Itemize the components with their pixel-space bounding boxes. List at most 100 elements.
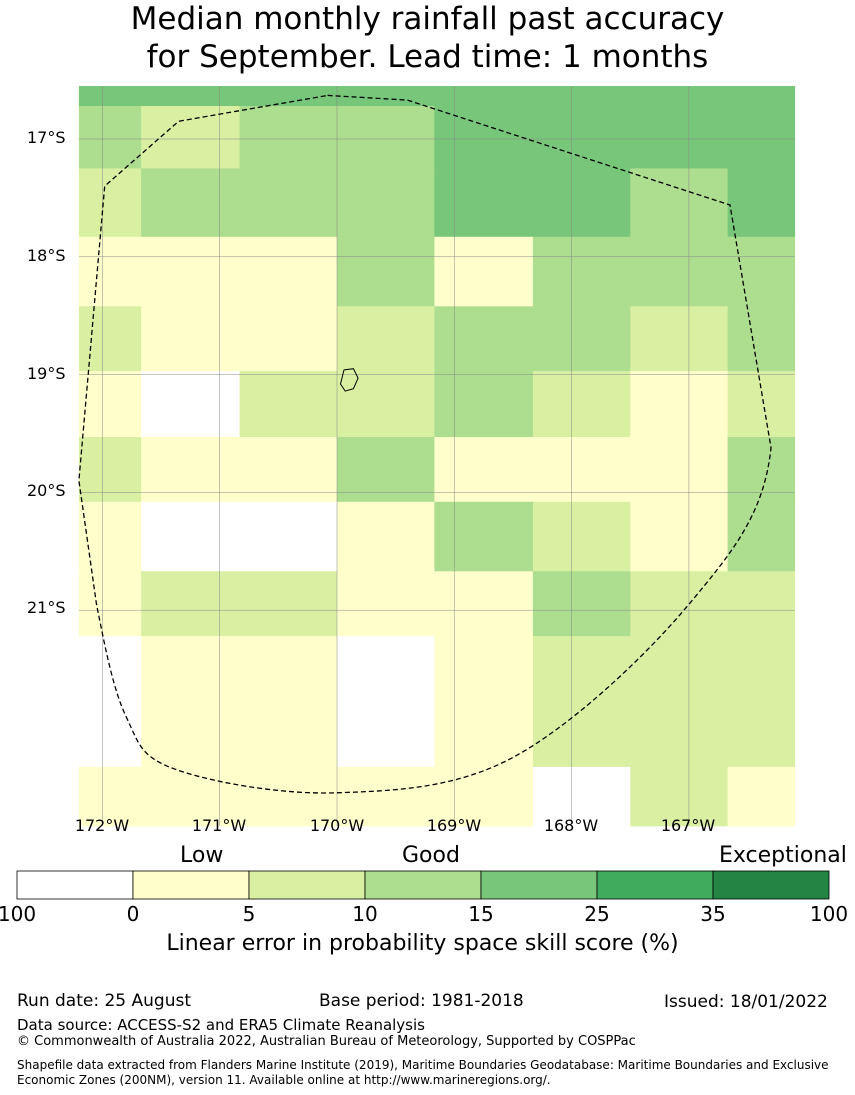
colorbar-tick: 100 (809, 902, 849, 926)
grid-cell (727, 437, 796, 503)
grid-cell (141, 236, 241, 307)
grid-cell (630, 766, 729, 827)
grid-cell (532, 371, 631, 438)
grid-cell (141, 86, 241, 107)
grid-cell (141, 306, 241, 372)
grid-cell (434, 766, 534, 827)
lat-label-21s: 21°S (27, 598, 66, 617)
grid-cell (337, 106, 435, 169)
grid-cell (141, 371, 241, 438)
grid-cell (239, 168, 338, 238)
grid-cell (337, 236, 435, 307)
grid-cell (78, 168, 142, 238)
grid-cell (141, 501, 241, 572)
grid-cell (727, 306, 796, 372)
colorbar-tick: 10 (352, 902, 378, 926)
lat-label-17s: 17°S (27, 128, 66, 147)
grid-cell (239, 306, 338, 372)
grid-cell (630, 571, 729, 637)
grid-cell (141, 106, 241, 169)
lon-label-167w: 167°W (660, 816, 716, 835)
grid-cell (532, 571, 631, 637)
colorbar-segment (16, 870, 134, 900)
grid-cell (78, 86, 142, 107)
colorbar (16, 870, 830, 900)
lon-label-170w: 170°W (309, 816, 365, 835)
grid-cell (532, 306, 631, 372)
grid-cell (434, 86, 534, 107)
grid-cell (532, 437, 631, 503)
grid-cell (239, 371, 338, 438)
grid-cell (434, 236, 534, 307)
colorbar-tick: 0 (126, 902, 140, 926)
grid-cell (434, 501, 534, 572)
grid-cell (727, 766, 796, 827)
legend-category-good: Good (402, 843, 460, 868)
grid-cell (727, 571, 796, 637)
grid-cell (239, 766, 338, 827)
grid-cell (532, 501, 631, 572)
grid-cell (337, 371, 435, 438)
grid-cell (78, 437, 142, 503)
legend-category-exceptional: Exceptional (719, 843, 847, 868)
grid-cell (434, 636, 534, 768)
grid-cell (727, 106, 796, 169)
grid-cell (78, 766, 142, 827)
grid-cell (630, 306, 729, 372)
lat-label-19s: 19°S (27, 364, 66, 383)
grid-cell (532, 106, 631, 169)
colorbar-tick: 35 (700, 902, 726, 926)
colorbar-tick: 15 (468, 902, 494, 926)
grid-cell (727, 636, 796, 768)
graticule (78, 85, 795, 826)
grid-cell (78, 501, 142, 572)
grid-cell (434, 106, 534, 169)
legend-category-low: Low (180, 843, 224, 868)
grid-cell (337, 306, 435, 372)
grid-cell (532, 236, 631, 307)
colorbar-segment (132, 870, 250, 900)
grid-cell (337, 636, 435, 768)
colorbar-segment (248, 870, 366, 900)
grid-cell (434, 306, 534, 372)
run-date: Run date: 25 August (17, 991, 191, 1011)
grid-cell (434, 437, 534, 503)
issued-date: Issued: 18/01/2022 (664, 992, 828, 1012)
copyright: © Commonwealth of Australia 2022, Austra… (17, 1034, 636, 1049)
grid-cell (239, 501, 338, 572)
colorbar-segment (480, 870, 598, 900)
grid-cell (337, 437, 435, 503)
grid-cell (239, 106, 338, 169)
grid-cell (239, 636, 338, 768)
grid-cell (630, 371, 729, 438)
grid-cell (78, 371, 142, 438)
lat-label-20s: 20°S (27, 481, 66, 500)
shapefile-credit: Shapefile data extracted from Flanders M… (17, 1058, 829, 1087)
grid-cell (727, 86, 796, 107)
grid-cell (141, 766, 241, 827)
eez-boundary (78, 94, 772, 794)
colorbar-segment (364, 870, 482, 900)
grid-cell (532, 636, 631, 768)
grid-cell (727, 371, 796, 438)
grid-cell (337, 766, 435, 827)
grid-cell (78, 236, 142, 307)
colorbar-tick: 5 (242, 902, 256, 926)
grid-cell (239, 571, 338, 637)
lon-label-169w: 169°W (426, 816, 482, 835)
chart-title: Median monthly rainfall past accuracy fo… (0, 0, 855, 76)
niue-island-outline (339, 368, 359, 392)
grid-cell (532, 86, 631, 107)
grid-cell (78, 636, 142, 768)
lon-label-172w: 172°W (74, 816, 130, 835)
grid-cell (532, 766, 631, 827)
grid-cell (434, 571, 534, 637)
grid-cell (727, 501, 796, 572)
colorbar-segment (596, 870, 714, 900)
grid-cell (630, 236, 729, 307)
grid-cell (532, 168, 631, 238)
data-source: Data source: ACCESS-S2 and ERA5 Climate … (17, 1016, 425, 1034)
title-line-2: for September. Lead time: 1 months (146, 39, 709, 75)
lon-label-168w: 168°W (543, 816, 599, 835)
